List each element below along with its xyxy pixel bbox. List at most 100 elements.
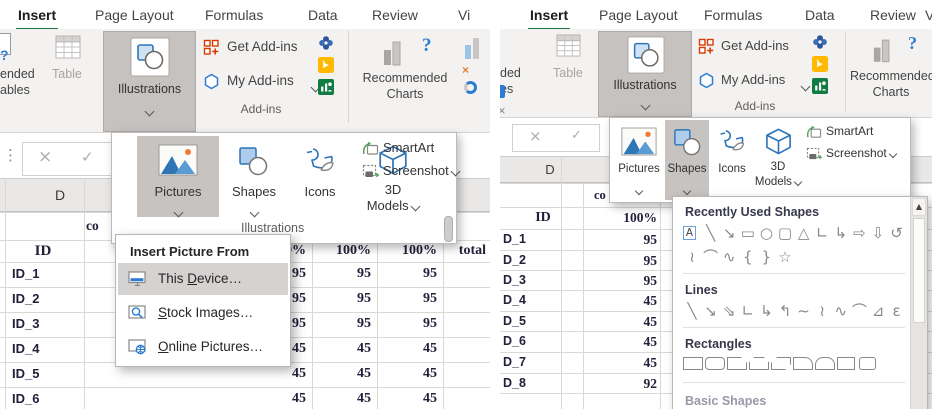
- threed-models-menu-button[interactable]: 3D Models: [754, 120, 803, 200]
- bing-addin-icon[interactable]: [812, 56, 828, 72]
- ribbon-tab-data[interactable]: Data: [805, 7, 835, 23]
- threed-models-menu-button[interactable]: 3D Models: [353, 136, 433, 217]
- shape-glyph[interactable]: ⌒: [851, 302, 867, 320]
- shape-rect-rounded-sm[interactable]: [859, 357, 876, 370]
- illustrations-button[interactable]: Illustrations: [598, 31, 692, 117]
- ribbon-tab-review[interactable]: Review: [372, 7, 418, 23]
- row-id-cell[interactable]: ID_2: [12, 291, 40, 306]
- shape-rect-rect[interactable]: [683, 357, 703, 370]
- value-cell[interactable]: 95: [423, 291, 437, 306]
- shape-glyph[interactable]: ↰: [778, 302, 792, 320]
- icons-menu-button[interactable]: Icons: [711, 120, 753, 200]
- shape-glyph[interactable]: ⊿: [871, 302, 885, 320]
- scrollbar-thumb[interactable]: [913, 218, 925, 323]
- row-id-cell[interactable]: ID_3: [12, 316, 40, 331]
- shape-glyph[interactable]: ○: [759, 224, 773, 242]
- scrollbar-fragment[interactable]: [444, 216, 453, 242]
- value-cell[interactable]: 45: [292, 341, 306, 356]
- shape-glyph[interactable]: ⇨: [853, 224, 866, 242]
- value-cell[interactable]: 45: [357, 341, 371, 356]
- shape-glyph[interactable]: {: [743, 248, 753, 266]
- shapes-menu-button[interactable]: Shapes: [665, 120, 709, 200]
- value-cell[interactable]: 45: [643, 314, 658, 329]
- bing-addin-icon[interactable]: [318, 57, 334, 73]
- ribbon-tab-vi[interactable]: Vi: [458, 7, 471, 23]
- shape-rect-round-one[interactable]: [793, 357, 813, 370]
- people-graph-addin-icon[interactable]: [812, 78, 828, 94]
- value-cell[interactable]: 95: [357, 266, 371, 281]
- menu-item-s[interactable]: Stock Images…: [118, 297, 288, 329]
- row-id-cell[interactable]: D_5: [503, 314, 526, 328]
- formula-bar-grip-icon[interactable]: ⋮: [3, 146, 18, 164]
- row-id-cell[interactable]: D_4: [503, 293, 526, 307]
- value-cell[interactable]: 45: [643, 355, 658, 370]
- value-cell[interactable]: 45: [643, 334, 658, 349]
- shape-glyph[interactable]: ▢: [777, 224, 793, 242]
- ribbon-tab-review[interactable]: Review: [870, 7, 916, 23]
- shape-glyph[interactable]: ⇘: [722, 302, 736, 320]
- value-cell[interactable]: 95: [292, 266, 306, 281]
- value-cell[interactable]: 45: [357, 391, 371, 406]
- menu-item-d[interactable]: This Device…: [118, 263, 288, 295]
- shape-rect-snip-one[interactable]: [727, 357, 747, 370]
- shape-glyph[interactable]: ↘: [722, 224, 736, 242]
- shape-glyph[interactable]: ∼: [797, 302, 810, 320]
- value-cell[interactable]: 45: [423, 366, 437, 381]
- cancel-icon[interactable]: ×: [38, 147, 53, 167]
- table-button[interactable]: Table: [46, 31, 90, 107]
- value-cell[interactable]: 95: [292, 316, 306, 331]
- value-cell[interactable]: 95: [423, 266, 437, 281]
- my-addins-button[interactable]: My Add-ins: [203, 71, 323, 95]
- pictures-menu-button[interactable]: Pictures: [137, 136, 219, 218]
- enter-icon[interactable]: ✓: [571, 128, 582, 143]
- row-id-cell[interactable]: D_3: [503, 273, 526, 287]
- shape-glyph[interactable]: A: [683, 226, 696, 240]
- get-addins-button[interactable]: Get Add-ins: [698, 36, 808, 60]
- shape-glyph[interactable]: ≀: [819, 302, 825, 320]
- pictures-menu-button[interactable]: Pictures: [614, 120, 664, 200]
- value-cell[interactable]: 45: [423, 391, 437, 406]
- menu-item-o[interactable]: Online Pictures…: [118, 331, 288, 363]
- ribbon-tab-page-layout[interactable]: Page Layout: [95, 7, 174, 23]
- get-addins-button[interactable]: Get Add-ins: [203, 37, 313, 61]
- shape-glyph[interactable]: ≀: [689, 248, 695, 266]
- enter-icon[interactable]: ✓: [81, 148, 94, 166]
- shape-glyph[interactable]: ↘: [704, 302, 717, 320]
- value-cell[interactable]: 95: [292, 291, 306, 306]
- row-id-cell[interactable]: ID_5: [12, 366, 40, 381]
- value-cell[interactable]: 95: [423, 316, 437, 331]
- shape-glyph[interactable]: ☆: [778, 248, 792, 266]
- partial-cell[interactable]: co: [594, 188, 606, 202]
- value-cell[interactable]: 45: [643, 293, 658, 308]
- shape-glyph[interactable]: }: [761, 248, 772, 266]
- shape-glyph[interactable]: ↳: [760, 302, 773, 320]
- value-cell[interactable]: 45: [357, 366, 371, 381]
- recommended-charts-button[interactable]: ? Recommended Charts: [352, 31, 458, 129]
- flyout-scrollbar[interactable]: ▲: [910, 197, 927, 409]
- value-cell[interactable]: 45: [423, 341, 437, 356]
- value-cell[interactable]: 45: [292, 366, 306, 381]
- scroll-up-button[interactable]: ▲: [912, 198, 926, 216]
- people-graph-addin-icon[interactable]: [318, 79, 334, 95]
- shape-glyph[interactable]: △: [797, 224, 810, 242]
- shape-glyph[interactable]: ╲: [706, 224, 716, 242]
- value-header-cell[interactable]: 100%: [336, 243, 371, 258]
- shape-glyph[interactable]: ∟: [815, 224, 829, 242]
- ribbon-tab-page-layout[interactable]: Page Layout: [599, 7, 678, 23]
- visio-addin-icon[interactable]: [318, 35, 334, 51]
- row-id-cell[interactable]: ID_1: [12, 266, 40, 281]
- ribbon-tab-formulas[interactable]: Formulas: [205, 7, 264, 23]
- shape-glyph[interactable]: ∿: [722, 248, 736, 266]
- id-header-cell[interactable]: ID: [34, 243, 52, 259]
- my-addins-button[interactable]: My Add-ins: [698, 70, 816, 94]
- value-header-cell[interactable]: total: [458, 243, 486, 258]
- shape-rect-snip-diag[interactable]: [771, 357, 791, 370]
- value-cell[interactable]: 95: [357, 316, 371, 331]
- shape-glyph[interactable]: ↺: [890, 224, 903, 242]
- value-header-cell[interactable]: 100%: [402, 243, 437, 258]
- value-cell[interactable]: 95: [643, 253, 658, 268]
- row-id-cell[interactable]: D_1: [503, 232, 526, 246]
- icons-menu-button[interactable]: Icons: [289, 136, 351, 217]
- shapes-menu-button[interactable]: Shapes: [221, 136, 287, 218]
- shape-glyph[interactable]: ⇩: [871, 224, 885, 242]
